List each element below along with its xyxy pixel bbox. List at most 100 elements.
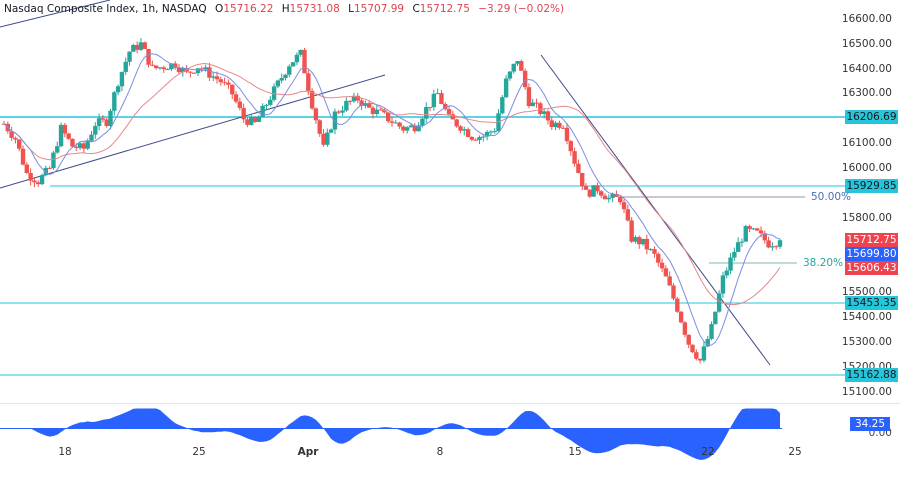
- candle: [20, 148, 26, 165]
- price-tick: 15300.00: [841, 336, 892, 348]
- candle: [351, 95, 357, 102]
- fast-ma-tag: 15699.80: [845, 247, 898, 261]
- candle: [347, 100, 353, 102]
- price-tick: 15500.00: [841, 286, 892, 298]
- candlestick-series[interactable]: [1, 37, 783, 364]
- oscillator-value-tag: 34.25: [850, 417, 890, 431]
- candle: [709, 324, 714, 339]
- candle: [39, 175, 45, 185]
- candle: [773, 246, 779, 248]
- candle: [382, 110, 387, 113]
- candle: [602, 195, 608, 200]
- candle: [302, 49, 307, 74]
- candle: [519, 61, 524, 71]
- candle: [652, 249, 657, 254]
- close-label: C: [412, 3, 420, 15]
- candle: [344, 100, 349, 111]
- candle: [705, 338, 710, 347]
- candle: [134, 44, 140, 50]
- candle: [24, 164, 30, 173]
- candle: [389, 121, 395, 123]
- candle: [560, 127, 566, 129]
- candle: [256, 116, 262, 122]
- candle: [214, 76, 220, 80]
- candle: [74, 146, 79, 148]
- candle: [165, 69, 170, 71]
- candle: [271, 86, 277, 100]
- candle: [458, 126, 463, 131]
- candle: [648, 249, 653, 251]
- candle: [637, 237, 642, 245]
- candle: [115, 86, 121, 93]
- candle: [17, 139, 22, 149]
- candle: [446, 109, 452, 115]
- candle: [218, 79, 224, 83]
- candle: [142, 42, 147, 49]
- candle: [157, 67, 163, 69]
- candle: [716, 293, 722, 312]
- candle: [77, 143, 83, 148]
- candle: [176, 67, 182, 73]
- upper-channel-trendline[interactable]: [0, 0, 111, 28]
- candle: [146, 48, 151, 65]
- price-tick: 16300.00: [841, 87, 892, 99]
- candle: [188, 71, 193, 73]
- candle: [85, 140, 90, 149]
- candle: [36, 182, 41, 185]
- candle: [89, 134, 94, 141]
- candle: [298, 49, 303, 55]
- candle: [564, 127, 570, 142]
- candle: [131, 44, 136, 52]
- candle: [568, 141, 573, 152]
- candle: [420, 118, 425, 126]
- candle: [252, 117, 258, 122]
- candle: [66, 133, 71, 139]
- fib-382-label: 38.20%: [803, 257, 844, 269]
- candle: [488, 131, 494, 133]
- rising-trendline[interactable]: [0, 74, 386, 189]
- candle: [13, 137, 18, 140]
- candle: [522, 70, 528, 88]
- candle: [690, 344, 695, 353]
- time-tick: 25: [192, 446, 206, 458]
- candle: [545, 111, 551, 121]
- candle: [203, 67, 208, 70]
- candle: [713, 311, 718, 325]
- candle: [587, 189, 593, 197]
- candle: [393, 122, 399, 124]
- candle: [70, 138, 75, 147]
- candle: [249, 117, 254, 125]
- candle: [230, 84, 235, 95]
- candle: [412, 125, 418, 132]
- candle: [697, 358, 703, 361]
- candle: [119, 71, 125, 87]
- candle: [191, 72, 197, 74]
- candle: [450, 114, 456, 120]
- candle: [500, 97, 505, 114]
- candle: [659, 262, 665, 269]
- falling-trendline[interactable]: [540, 54, 771, 366]
- candle: [496, 113, 501, 132]
- candle: [694, 352, 699, 359]
- candle: [675, 298, 680, 312]
- fib-50-label: 50.00%: [811, 191, 852, 203]
- candle: [93, 126, 98, 135]
- candle: [743, 226, 748, 242]
- candle: [153, 65, 159, 69]
- candle: [572, 151, 577, 164]
- time-tick: 15: [568, 446, 582, 458]
- price-tick: 15800.00: [841, 212, 892, 224]
- candle: [557, 122, 562, 128]
- candle: [507, 71, 513, 79]
- candle: [245, 119, 250, 125]
- candle: [96, 118, 102, 127]
- candle: [427, 107, 433, 109]
- candle: [32, 180, 37, 183]
- candle: [336, 111, 341, 113]
- candle: [758, 230, 764, 234]
- candle: [58, 124, 64, 147]
- candle: [549, 120, 554, 128]
- candle: [701, 346, 707, 361]
- candle: [541, 111, 547, 114]
